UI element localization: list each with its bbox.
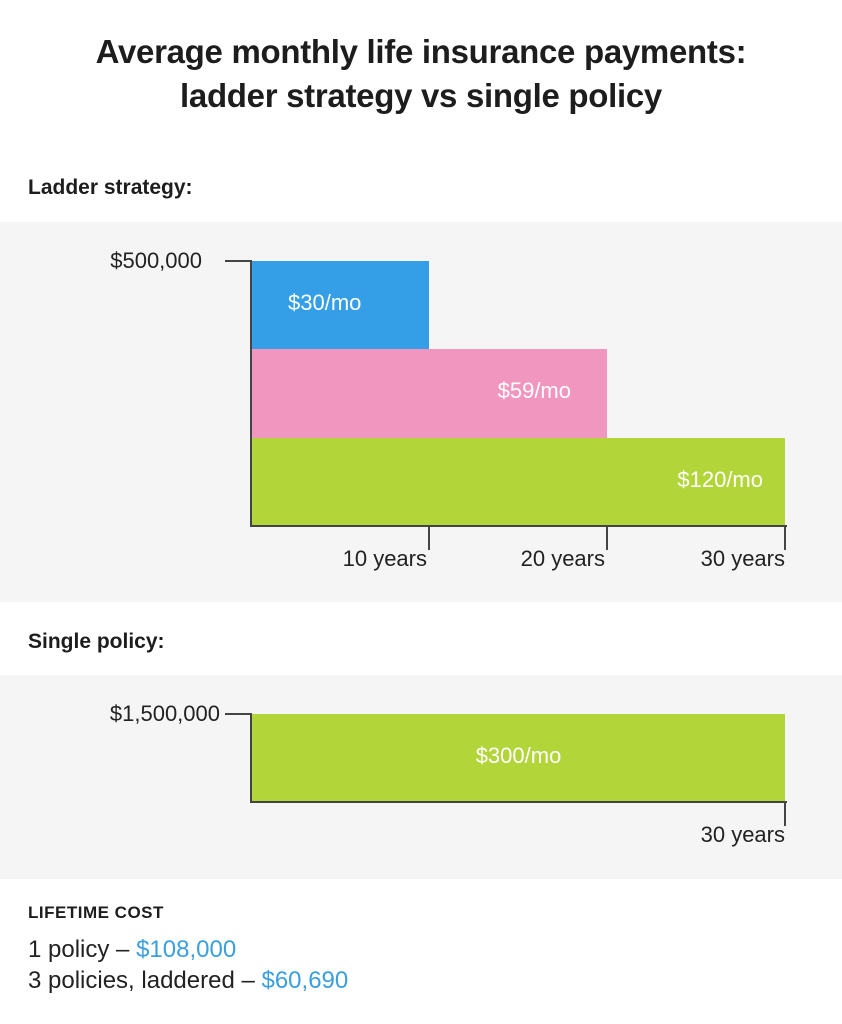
single-coverage-label: $1,500,000 [109, 701, 220, 726]
ladder-x-axis [250, 525, 787, 527]
x-label-30-years: 30 years [700, 546, 785, 571]
single-section-label: Single policy: [28, 630, 165, 653]
single-x-tick-30 [784, 801, 786, 826]
ladder-x-tick-30 [784, 525, 786, 550]
x-label-10-years: 10 years [342, 546, 427, 571]
bar-30-years: $120/mo [252, 438, 785, 526]
bar-20-years: $59/mo [252, 349, 607, 438]
lifetime-row-single-prefix: 1 policy – [28, 936, 137, 963]
bar-single-30-years: $300/mo [252, 714, 785, 802]
bar-10-years-label: $30/mo [288, 290, 362, 315]
bar-20-years-label: $59/mo [497, 378, 571, 403]
single-y-tick [225, 713, 252, 715]
ladder-y-axis [250, 260, 252, 526]
ladder-x-tick-10 [428, 525, 430, 550]
title-line-1: Average monthly life insurance payments: [95, 33, 747, 70]
ladder-coverage-label: $500,000 [110, 248, 202, 273]
chart-title: Average monthly life insurance payments:… [0, 30, 842, 118]
single-x-axis [250, 801, 787, 803]
ladder-chart-panel: $500,000 $30/mo $59/mo $120/mo 10 years … [0, 222, 842, 602]
lifetime-row-laddered-value: $60,690 [261, 967, 349, 994]
lifetime-row-single: 1 policy – $108,000 [28, 936, 236, 964]
single-chart-panel: $1,500,000 $300/mo 30 years [0, 675, 842, 879]
x-label-20-years: 20 years [520, 546, 605, 571]
lifetime-row-laddered: 3 policies, laddered – $60,690 [28, 967, 348, 995]
ladder-y-tick [225, 260, 252, 262]
bar-single-label: $300/mo [475, 743, 562, 768]
ladder-x-tick-20 [606, 525, 608, 550]
lifetime-row-single-value: $108,000 [136, 936, 237, 963]
single-x-label-30-years: 30 years [700, 822, 785, 847]
ladder-section-label: Ladder strategy: [28, 176, 193, 199]
title-line-2: ladder strategy vs single policy [180, 77, 662, 114]
bar-30-years-label: $120/mo [677, 467, 763, 492]
bar-10-years: $30/mo [252, 261, 429, 349]
lifetime-cost-title: LIFETIME COST [28, 903, 164, 922]
lifetime-row-laddered-prefix: 3 policies, laddered – [28, 967, 262, 994]
single-y-axis [250, 713, 252, 802]
